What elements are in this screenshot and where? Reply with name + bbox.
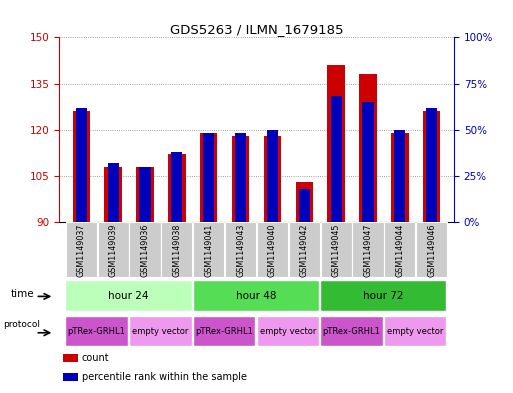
Text: GSM1149038: GSM1149038 [172,224,182,277]
Bar [225,222,256,277]
Bar [104,167,122,393]
Text: GSM1149042: GSM1149042 [300,224,309,277]
Bar [289,222,320,277]
Bar [136,167,154,393]
Bar [384,222,416,277]
Text: protocol: protocol [3,320,40,329]
Bar [257,222,288,277]
Bar [65,316,128,347]
Bar [193,222,224,277]
Bar [203,133,214,222]
Text: GSM1149037: GSM1149037 [77,224,86,277]
Text: time: time [11,289,34,299]
Text: GSM1149047: GSM1149047 [364,224,372,277]
Text: count: count [82,353,110,363]
Bar [129,316,191,347]
Text: pTRex-GRHL1: pTRex-GRHL1 [68,327,126,336]
Bar [200,133,218,393]
Bar [330,96,342,222]
Text: hour 24: hour 24 [108,291,149,301]
Text: GSM1149043: GSM1149043 [236,224,245,277]
Text: GSM1149046: GSM1149046 [427,224,436,277]
Text: hour 72: hour 72 [363,291,404,301]
Text: pTRex-GRHL1: pTRex-GRHL1 [195,327,253,336]
Text: hour 48: hour 48 [235,291,276,301]
Title: GDS5263 / ILMN_1679185: GDS5263 / ILMN_1679185 [170,23,343,36]
Bar [394,130,405,222]
Bar [108,163,119,222]
Bar [264,136,281,393]
Bar [352,222,384,277]
Bar [362,102,373,222]
Bar [97,222,129,277]
Text: GSM1149045: GSM1149045 [331,224,341,277]
Bar [140,167,151,222]
Text: GSM1149039: GSM1149039 [109,224,117,277]
Text: GSM1149044: GSM1149044 [396,224,404,277]
Bar [391,133,409,393]
Bar [76,108,87,222]
Bar [171,152,183,222]
Bar [416,222,447,277]
Text: GSM1149041: GSM1149041 [204,224,213,277]
Bar [359,74,377,393]
Bar [235,133,246,222]
Bar [299,189,310,222]
Text: empty vector: empty vector [387,327,443,336]
Text: GSM1149036: GSM1149036 [141,224,149,277]
Bar [129,222,161,277]
Bar [63,354,78,362]
Bar [256,316,319,347]
Bar [232,136,249,393]
Bar [426,108,437,222]
Bar [66,222,97,277]
Text: empty vector: empty vector [260,327,316,336]
Bar [295,182,313,393]
Bar [193,316,255,347]
Bar [72,111,90,393]
Bar [63,373,78,381]
Bar [321,222,352,277]
Bar [320,316,383,347]
Bar [423,111,441,393]
Text: GSM1149040: GSM1149040 [268,224,277,277]
Text: empty vector: empty vector [132,327,188,336]
Bar [161,222,192,277]
Bar [384,316,446,347]
Text: pTRex-GRHL1: pTRex-GRHL1 [323,327,380,336]
Bar [327,65,345,393]
Bar [320,280,446,311]
Bar [193,280,319,311]
Bar [65,280,191,311]
Text: percentile rank within the sample: percentile rank within the sample [82,372,247,382]
Bar [267,130,278,222]
Bar [168,154,186,393]
